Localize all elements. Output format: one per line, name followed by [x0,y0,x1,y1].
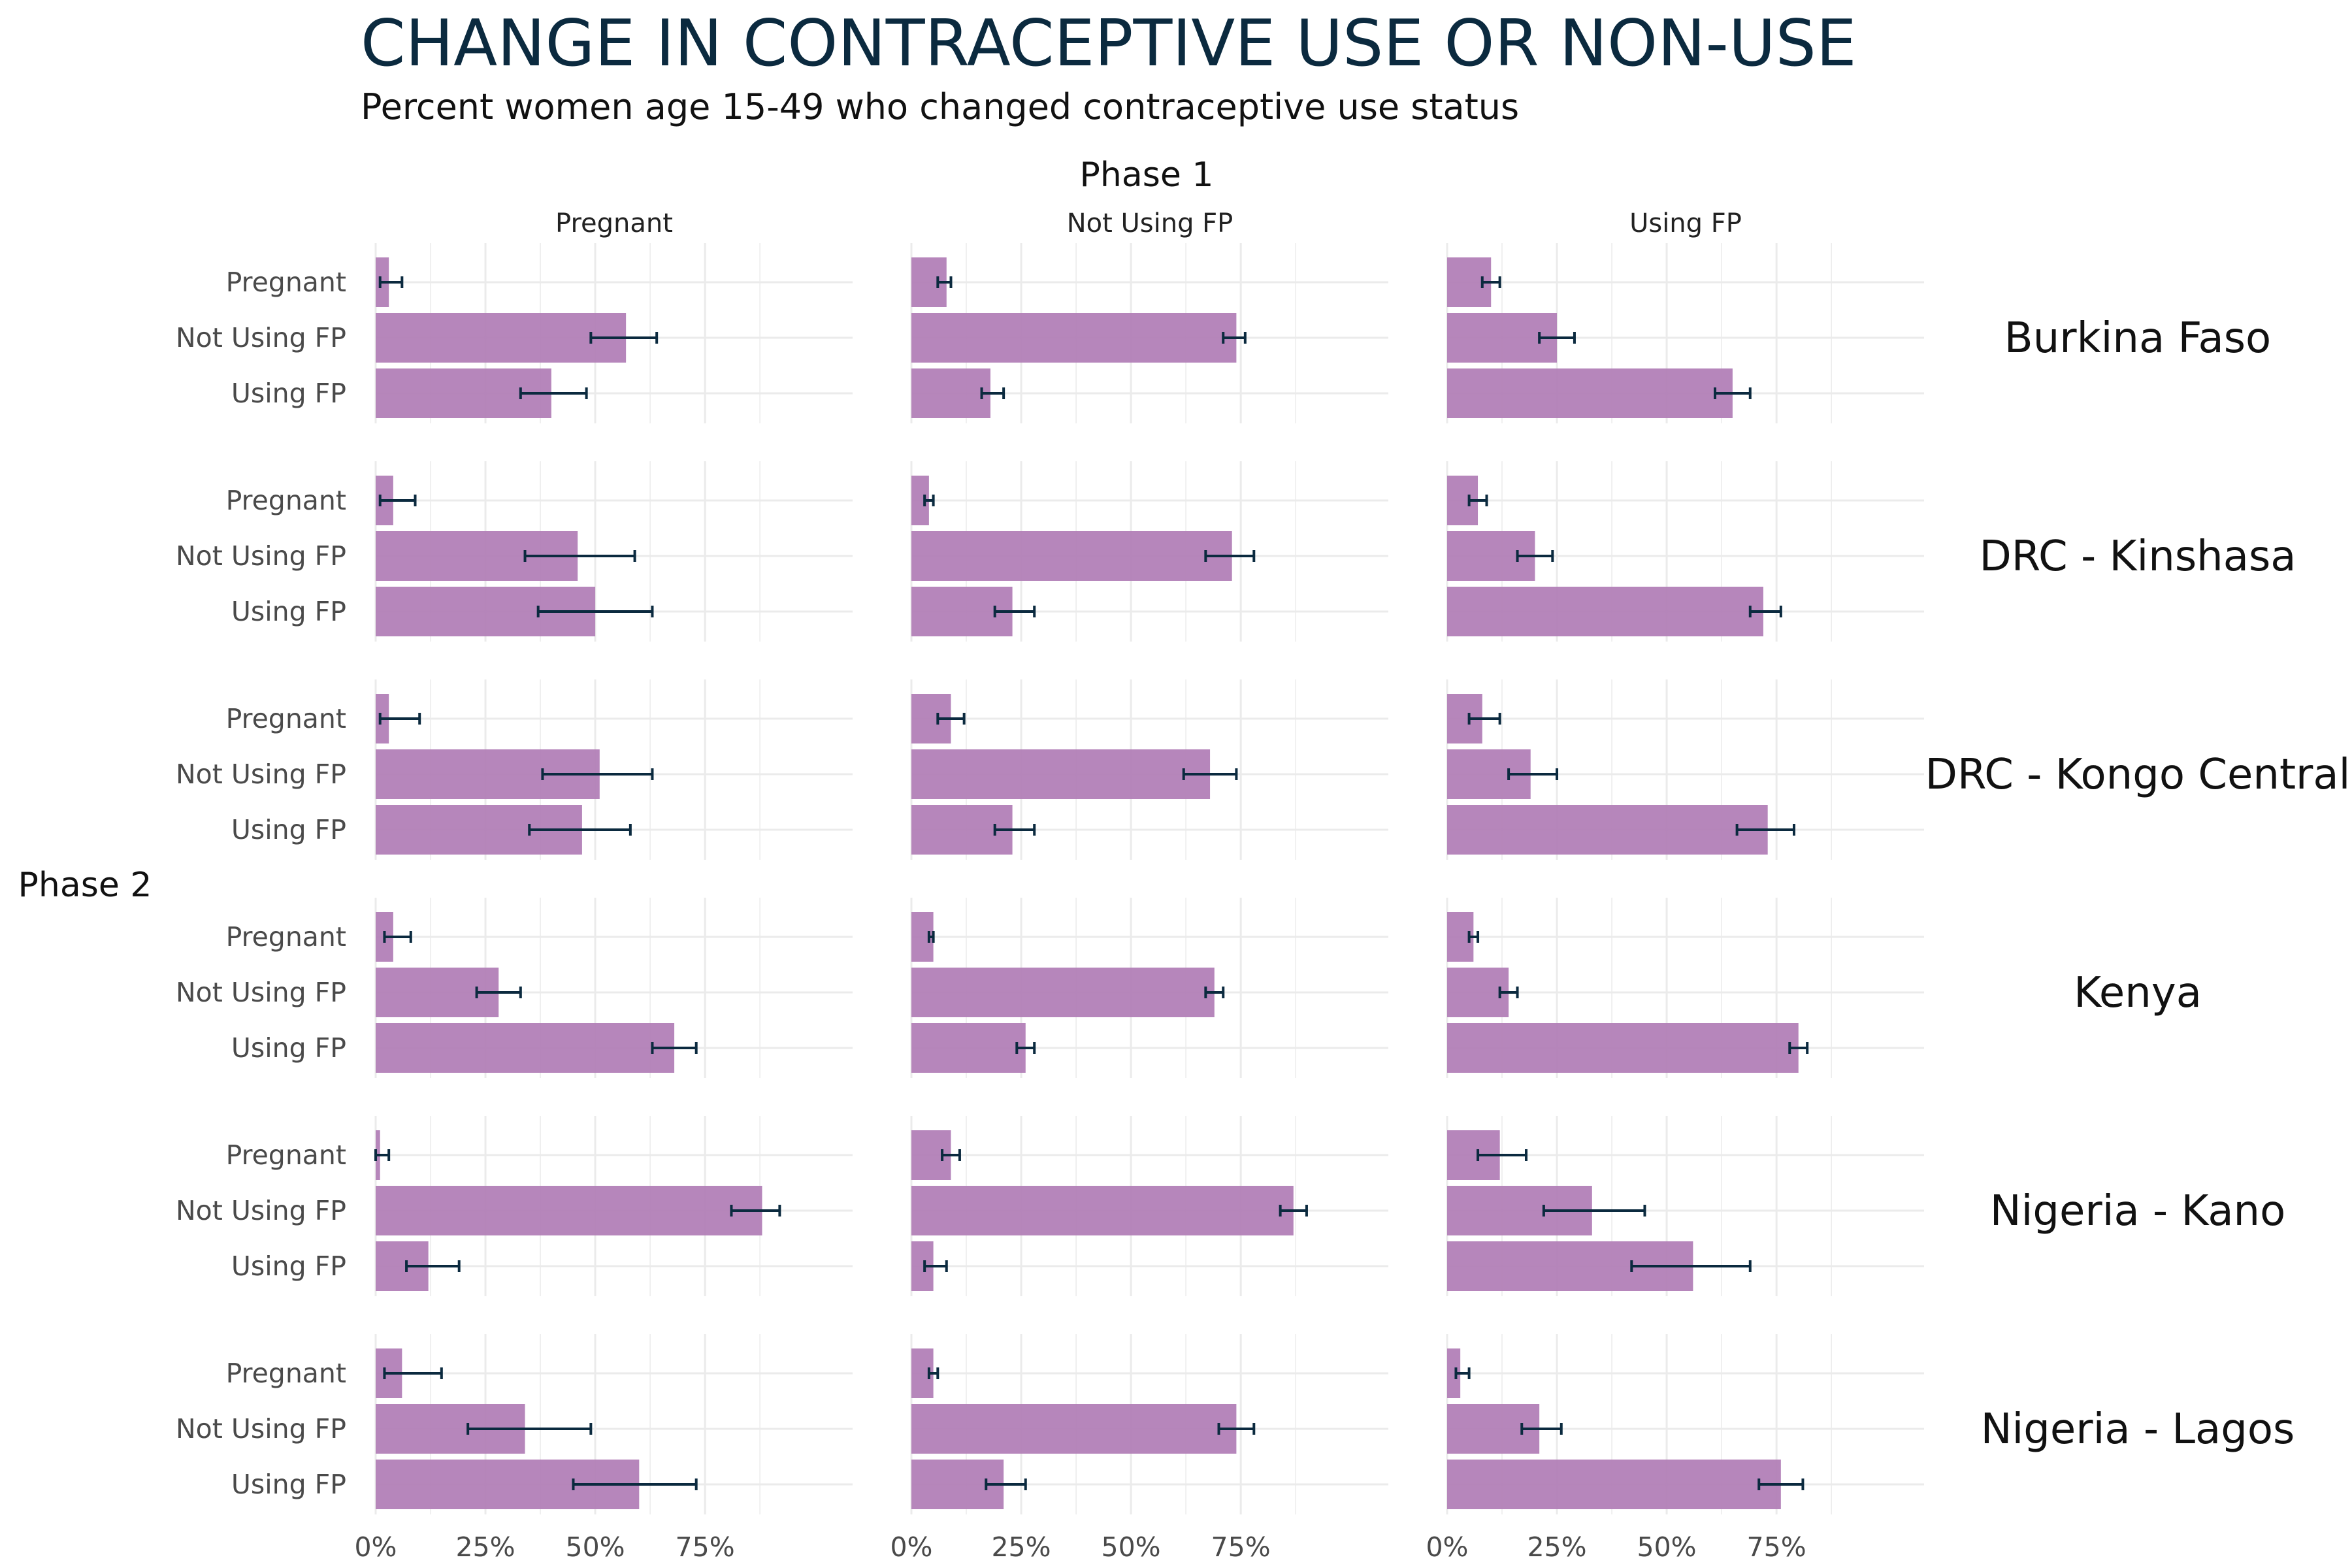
bar-drc-kinshasa-not-using-fp-to-not-using-fp [911,531,1232,581]
country-strip-label-kenya: Kenya [2074,969,2202,1017]
y-tick-label-using-fp: Using FP [231,1250,346,1282]
bar-drc-kongo-central-using-fp-to-using-fp [1447,805,1768,855]
country-strip-label-burkina-faso: Burkina Faso [2004,314,2271,363]
plot-area: Pregnant Not Using FP Using FP Pregnant Not … [176,208,2350,1563]
y-tick-label-pregnant: Pregnant [226,1139,346,1171]
y-tick-label-not-using-fp: Not Using FP [176,759,346,790]
y-tick-label-pregnant: Pregnant [226,485,346,516]
x-tick-label: 50% [1637,1531,1697,1563]
y-tick-label-using-fp: Using FP [231,378,346,409]
row-facet-label: Phase 2 [18,866,152,905]
y-tick-label-using-fp: Using FP [231,1032,346,1064]
bar-nigeria-kano-not-using-fp-to-not-using-fp [911,1186,1294,1235]
country-strip-label-nigeria-lagos: Nigeria - Lagos [1981,1405,2295,1454]
bar-kenya-pregnant-to-using-fp [376,1023,675,1073]
bar-nigeria-kano-pregnant-to-not-using-fp [376,1186,762,1235]
phase1-strip-label-pregnant: Pregnant [555,208,673,238]
chart-title: CHANGE IN CONTRACEPTIVE USE OR NON-USE [361,7,1857,81]
x-tick-label: 25% [1527,1531,1586,1563]
y-tick-label-using-fp: Using FP [231,1469,346,1500]
bar-kenya-using-fp-to-not-using-fp [1447,968,1509,1017]
country-strip-label-drc-kinshasa: DRC - Kinshasa [1979,532,2296,581]
y-tick-label-not-using-fp: Not Using FP [176,322,346,353]
column-facet-label: Phase 1 [1080,155,1214,195]
y-tick-label-pregnant: Pregnant [226,921,346,953]
bar-burkina-faso-using-fp-to-using-fp [1447,368,1733,418]
x-tick-label: 25% [455,1531,515,1563]
y-tick-label-using-fp: Using FP [231,596,346,627]
phase1-strip-label-not-using-fp: Not Using FP [1067,208,1233,238]
x-tick-label: 75% [1747,1531,1806,1563]
y-tick-label-not-using-fp: Not Using FP [176,1413,346,1445]
y-tick-label-not-using-fp: Not Using FP [176,540,346,572]
x-tick-label: 50% [566,1531,625,1563]
bar-burkina-faso-pregnant-to-not-using-fp [376,313,627,363]
x-tick-label: 75% [1211,1531,1271,1563]
country-strip-label-nigeria-kano: Nigeria - Kano [1990,1187,2286,1235]
bar-burkina-faso-not-using-fp-to-using-fp [911,368,990,418]
y-tick-label-using-fp: Using FP [231,814,346,845]
y-tick-label-not-using-fp: Not Using FP [176,1195,346,1226]
y-tick-label-not-using-fp: Not Using FP [176,977,346,1008]
bar-drc-kinshasa-using-fp-to-using-fp [1447,587,1763,636]
country-strip-label-drc-kongo-central: DRC - Kongo Central [1925,751,2351,799]
x-tick-label: 25% [991,1531,1051,1563]
bar-kenya-not-using-fp-to-using-fp [911,1023,1026,1073]
bar-drc-kongo-central-not-using-fp-to-not-using-fp [911,749,1211,799]
y-tick-label-pregnant: Pregnant [226,703,346,734]
x-tick-label: 0% [890,1531,932,1563]
bar-nigeria-lagos-using-fp-to-pregnant [1447,1348,1461,1398]
x-tick-label: 0% [1426,1531,1468,1563]
chart-subtitle: Percent women age 15-49 who changed cont… [361,86,1519,127]
bar-burkina-faso-not-using-fp-to-not-using-fp [911,313,1237,363]
y-tick-label-pregnant: Pregnant [226,267,346,298]
y-tick-label-pregnant: Pregnant [226,1358,346,1389]
bar-kenya-not-using-fp-to-not-using-fp [911,968,1215,1017]
bar-nigeria-lagos-using-fp-to-using-fp [1447,1460,1781,1509]
x-tick-label: 50% [1102,1531,1161,1563]
x-tick-label: 0% [354,1531,397,1563]
bar-kenya-using-fp-to-using-fp [1447,1023,1799,1073]
x-tick-label: 75% [676,1531,735,1563]
bar-nigeria-lagos-not-using-fp-to-not-using-fp [911,1404,1237,1454]
phase1-strip-label-using-fp: Using FP [1629,208,1742,238]
